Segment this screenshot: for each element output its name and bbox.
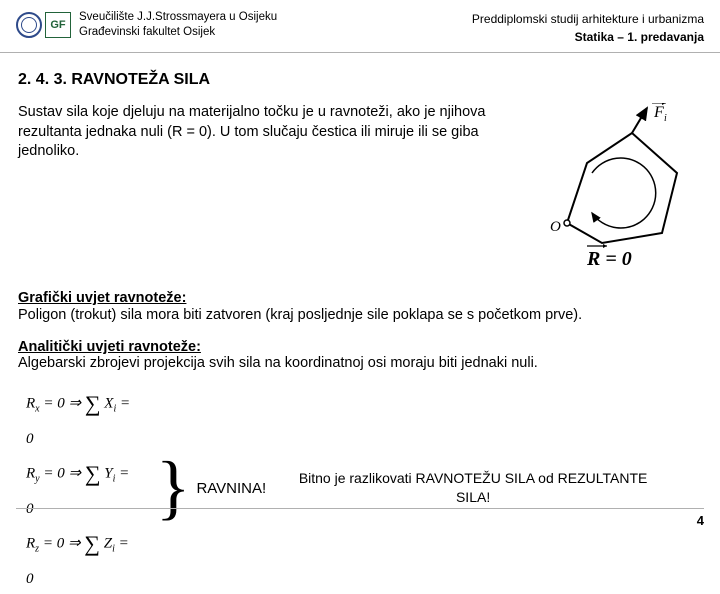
equation-rx: Rx = 0 ⇒ ∑ Xi = 0 bbox=[26, 383, 140, 453]
svg-text:R = 0: R = 0 bbox=[586, 248, 632, 270]
university-seal-icon bbox=[16, 12, 42, 38]
faculty-name: Građevinski fakultet Osijek bbox=[79, 25, 277, 40]
equation-rz: Rz = 0 ⇒ ∑ Zi = 0 bbox=[26, 523, 140, 593]
svg-text:F: F bbox=[653, 104, 664, 121]
page-header: GF Sveučilište J.J.Strossmayera u Osijek… bbox=[0, 0, 720, 53]
graphic-condition-block: Grafički uvjet ravnoteže: Poligon (troku… bbox=[18, 290, 582, 325]
course-name: Preddiplomski studij arhitekture i urban… bbox=[472, 10, 704, 28]
analytic-condition-heading: Analitički uvjeti ravnoteže: bbox=[18, 339, 702, 355]
equations-block: Rx = 0 ⇒ ∑ Xi = 0 Ry = 0 ⇒ ∑ Yi = 0 Rz =… bbox=[26, 383, 140, 594]
ravnina-label: RAVNINA! bbox=[196, 480, 266, 497]
definition-paragraph: Sustav sila koje djeluju na materijalno … bbox=[18, 103, 520, 162]
page-number: 4 bbox=[697, 513, 704, 528]
university-name: Sveučilište J.J.Strossmayera u Osijeku bbox=[79, 10, 277, 25]
force-polygon-diagram: F i O R = 0 bbox=[532, 103, 702, 276]
lecture-name: Statika – 1. predavanja bbox=[472, 28, 704, 46]
header-left: GF Sveučilište J.J.Strossmayera u Osijek… bbox=[16, 10, 277, 40]
page-footer: 4 bbox=[16, 508, 704, 528]
header-right: Preddiplomski studij arhitekture i urban… bbox=[472, 10, 704, 46]
university-text: Sveučilište J.J.Strossmayera u Osijeku G… bbox=[79, 10, 277, 40]
row-definition: Sustav sila koje djeluju na materijalno … bbox=[18, 103, 702, 276]
distinction-note: Bitno je razlikovati RAVNOTEŽU SILA od R… bbox=[282, 469, 694, 507]
graphic-condition-heading: Grafički uvjet ravnoteže: bbox=[18, 290, 582, 306]
svg-text:O: O bbox=[550, 219, 561, 235]
analytic-condition-body: Algebarski zbrojevi projekcija svih sila… bbox=[18, 355, 702, 371]
svg-text:i: i bbox=[664, 113, 667, 124]
row-graphic-condition: Grafički uvjet ravnoteže: Poligon (troku… bbox=[18, 290, 702, 325]
faculty-logo-icon: GF bbox=[45, 12, 71, 38]
equations-row: Rx = 0 ⇒ ∑ Xi = 0 Ry = 0 ⇒ ∑ Yi = 0 Rz =… bbox=[18, 383, 702, 594]
section-title: 2. 4. 3. RAVNOTEŽA SILA bbox=[18, 71, 702, 89]
graphic-condition-body: Poligon (trokut) sila mora biti zatvoren… bbox=[18, 306, 582, 325]
logo-group: GF bbox=[16, 12, 71, 38]
